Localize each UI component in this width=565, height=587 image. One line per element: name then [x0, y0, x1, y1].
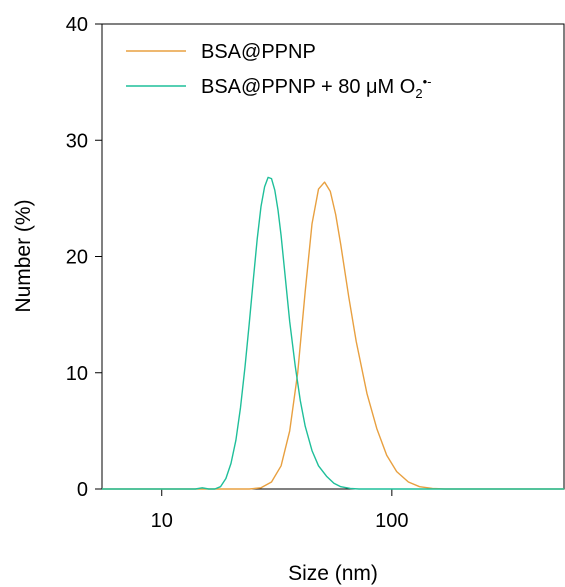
legend: BSA@PPNP BSA@PPNP + 80 μM O2•- [126, 41, 431, 101]
x-tick-label: 10 [151, 510, 173, 532]
legend-superscript: •- [423, 74, 432, 89]
y-tick-label: 20 [66, 247, 88, 269]
legend-subscript: 2 [415, 86, 422, 101]
y-axis: 0 10 20 30 40 [66, 14, 102, 501]
y-axis-title: Number (%) [12, 199, 35, 312]
series-line-1 [102, 181, 564, 490]
y-tick-label: 10 [66, 363, 88, 385]
legend-label: BSA@PPNP + 80 μM O2•- [201, 74, 431, 101]
y-tick-label: 30 [66, 130, 88, 152]
series-line-2 [102, 176, 564, 490]
x-axis-title: Size (nm) [288, 562, 378, 585]
legend-label: BSA@PPNP [201, 41, 316, 63]
x-tick-label: 100 [375, 510, 408, 532]
y-tick-label: 40 [66, 14, 88, 36]
plot-series [102, 176, 564, 490]
x-axis: 10 100 [151, 489, 409, 532]
y-tick-label: 0 [77, 479, 88, 501]
